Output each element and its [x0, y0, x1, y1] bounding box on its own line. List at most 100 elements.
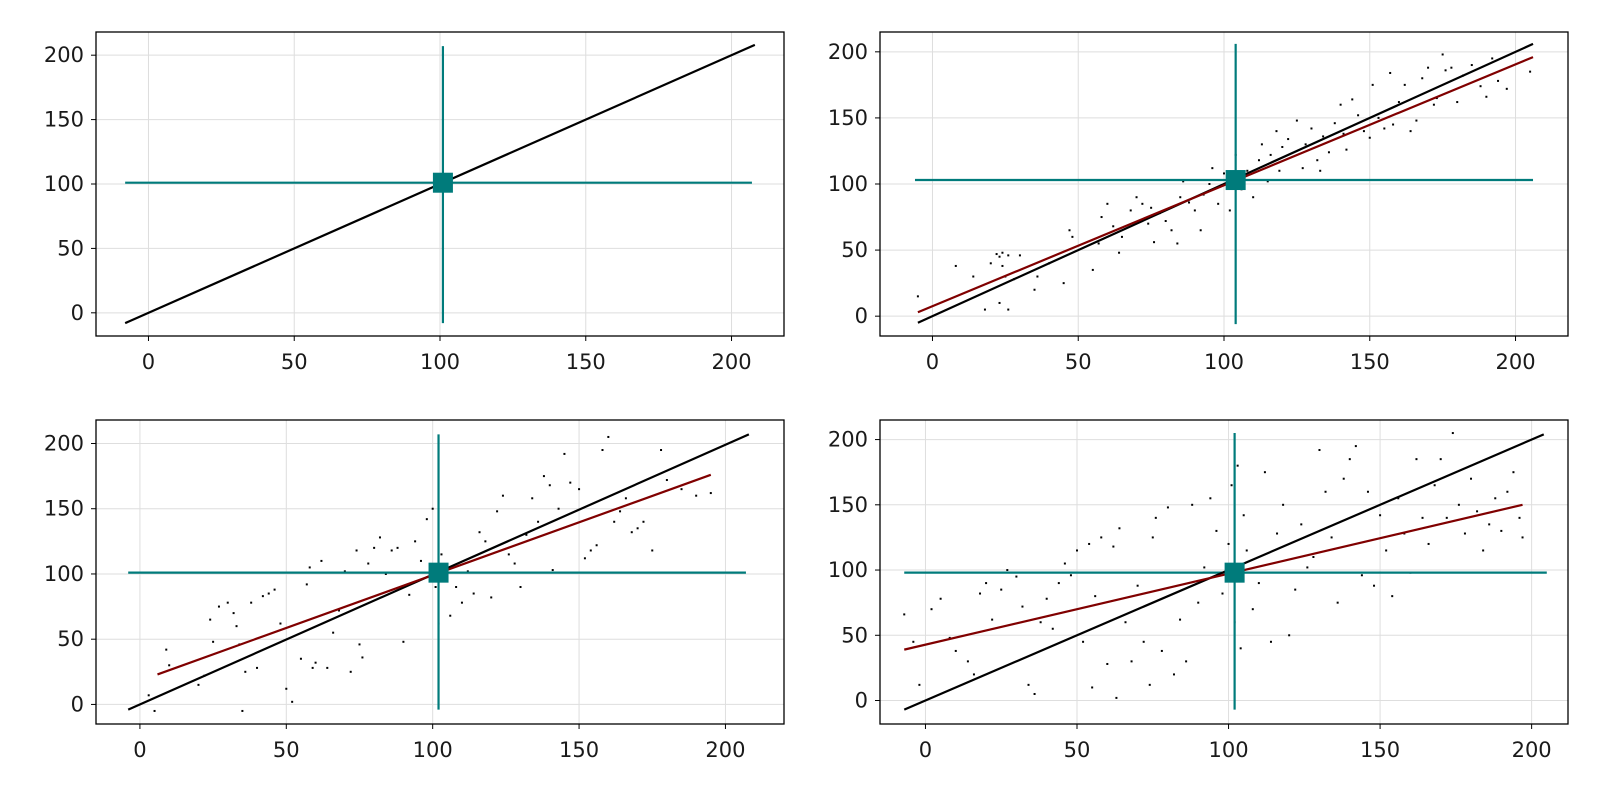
data-point — [434, 586, 437, 589]
data-point — [1124, 621, 1127, 624]
y-tick-label: 100 — [44, 562, 84, 586]
plot-area — [903, 432, 1547, 711]
axis-frame — [95, 419, 785, 725]
data-point — [1415, 119, 1418, 122]
x-tick-label: 150 — [1360, 738, 1400, 762]
data-point — [501, 494, 504, 497]
data-point — [1245, 549, 1248, 552]
data-point — [1287, 138, 1290, 141]
data-point — [595, 544, 598, 547]
data-point — [1112, 545, 1115, 548]
data-point — [490, 596, 493, 599]
data-point — [1007, 254, 1010, 257]
y-tick-label: 150 — [828, 106, 868, 130]
data-point — [299, 657, 302, 660]
data-point — [1154, 516, 1157, 519]
data-point — [1071, 235, 1074, 238]
data-point — [1228, 209, 1231, 212]
data-point — [1312, 555, 1315, 558]
data-point — [519, 586, 522, 589]
data-point — [1136, 584, 1139, 587]
x-tick-label: 150 — [566, 350, 606, 374]
data-point — [496, 510, 499, 513]
chart-panel-3: 0 50 100 150 200 0 50 100 150 200 — [44, 419, 785, 762]
data-point — [1319, 169, 1322, 172]
data-point — [367, 562, 370, 565]
y-tick-label: 0 — [71, 301, 84, 325]
data-point — [1505, 87, 1508, 90]
data-point — [548, 484, 551, 487]
data-point — [390, 549, 393, 552]
data-point — [1069, 574, 1072, 577]
data-point — [1217, 202, 1220, 205]
x-tick-label: 50 — [281, 350, 308, 374]
data-point — [358, 643, 361, 646]
data-point — [991, 618, 994, 621]
data-point — [979, 592, 982, 595]
data-point — [1150, 206, 1153, 209]
data-point — [279, 622, 282, 625]
data-point — [1470, 477, 1473, 480]
data-point — [1432, 103, 1435, 106]
data-point — [1497, 79, 1500, 82]
data-point — [1260, 143, 1263, 146]
data-point — [1300, 523, 1303, 526]
data-point — [1170, 229, 1173, 232]
data-point — [1397, 497, 1400, 500]
data-point — [1295, 119, 1298, 122]
data-point — [1001, 264, 1004, 267]
data-point — [636, 527, 639, 530]
data-point — [1215, 529, 1218, 532]
chart-panel-1: 0 50 100 150 200 0 50 100 150 200 — [44, 31, 785, 374]
data-point — [373, 546, 376, 549]
data-point — [542, 475, 545, 478]
data-point — [1062, 282, 1065, 285]
data-point — [1421, 516, 1424, 519]
data-point — [1063, 562, 1066, 565]
data-point — [1211, 167, 1214, 170]
data-point — [285, 687, 288, 690]
data-point — [1199, 229, 1202, 232]
data-point — [1147, 222, 1150, 225]
data-point — [525, 533, 528, 536]
data-point — [1339, 103, 1342, 106]
data-point — [1318, 449, 1321, 452]
data-point — [378, 536, 381, 539]
y-tick-label: 50 — [841, 238, 868, 262]
data-point — [1006, 569, 1009, 572]
data-point — [1033, 288, 1036, 291]
plot-area — [127, 433, 750, 712]
data-point — [1322, 135, 1325, 138]
y-tick-label: 150 — [44, 497, 84, 521]
x-tick-label: 50 — [273, 738, 300, 762]
data-point — [1409, 130, 1412, 133]
data-point — [1106, 662, 1109, 665]
data-point — [1000, 588, 1003, 591]
x-tick-label: 150 — [559, 738, 599, 762]
data-point — [308, 566, 311, 569]
data-point — [1385, 549, 1388, 552]
data-point — [912, 640, 915, 643]
y-tick-label: 200 — [828, 40, 868, 64]
data-point — [1357, 114, 1360, 117]
data-point — [460, 601, 463, 604]
data-point — [1392, 123, 1395, 126]
data-point — [1130, 660, 1133, 663]
x-tick-label: 200 — [1495, 350, 1535, 374]
data-point — [642, 520, 645, 523]
fit-line — [903, 503, 1523, 651]
x-tick-label: 50 — [1065, 350, 1092, 374]
data-point — [147, 694, 150, 697]
data-point — [267, 592, 270, 595]
data-point — [1227, 542, 1230, 545]
data-point — [583, 557, 586, 560]
x-tick-label: 0 — [142, 350, 155, 374]
data-point — [1324, 490, 1327, 493]
data-point — [273, 588, 276, 591]
data-point — [507, 553, 510, 556]
y-tick-label: 50 — [57, 236, 84, 260]
data-point — [1176, 242, 1179, 245]
data-point — [1415, 458, 1418, 461]
data-point — [607, 435, 610, 438]
data-point — [1371, 83, 1374, 86]
